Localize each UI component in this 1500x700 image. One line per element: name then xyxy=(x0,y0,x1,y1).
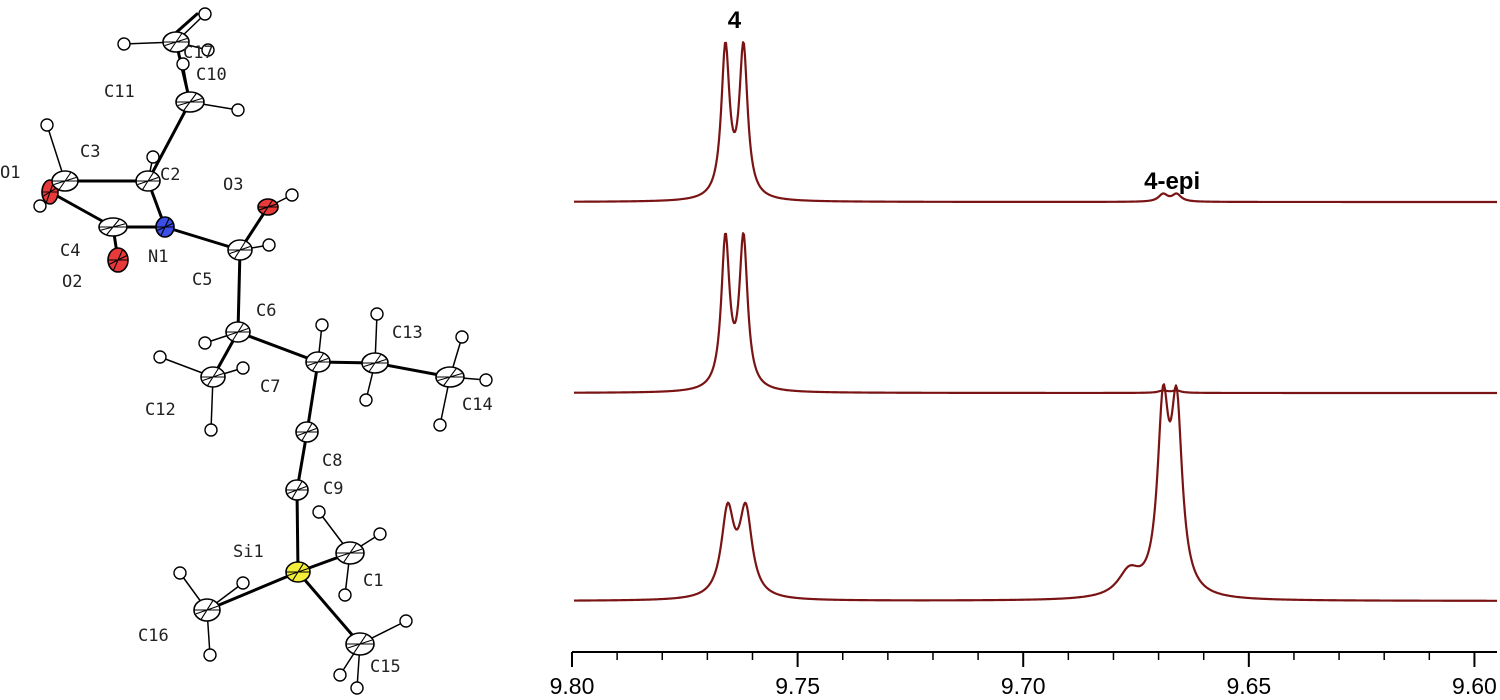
atom-label-c16: C16 xyxy=(138,626,169,646)
bond-c5-c6 xyxy=(236,248,242,334)
atom-c14 xyxy=(435,366,465,388)
atom-label-c7: C7 xyxy=(260,377,280,397)
atom-label-o2: O2 xyxy=(62,272,82,292)
hydrogen-atom xyxy=(201,43,215,57)
x-tick-label: 9.65 xyxy=(1226,673,1271,699)
hydrogen-atom xyxy=(312,505,326,519)
spectrum-trace-3 xyxy=(573,383,1498,602)
atom-c17 xyxy=(162,31,190,53)
hydrogen-atoms xyxy=(33,7,493,695)
bond-c6-c7 xyxy=(236,330,320,364)
atom-label-n1: N1 xyxy=(148,247,168,267)
atom-label-c13: C13 xyxy=(392,323,423,343)
hydrogen-atom xyxy=(204,423,218,437)
bond-si1-c15 xyxy=(296,570,362,646)
atom-label-c3: C3 xyxy=(80,142,100,162)
peak-labels: 4 4-epi xyxy=(728,7,1200,195)
hydrogen-atom xyxy=(176,57,190,71)
hydrogen-atom xyxy=(338,588,352,602)
atom-label-c12: C12 xyxy=(145,400,176,420)
atom-c6 xyxy=(225,321,251,343)
atom-c7 xyxy=(305,351,331,373)
hydrogen-atom xyxy=(359,393,373,407)
hydrogen-atom xyxy=(40,118,54,132)
chemical-shift-axis: 9.80 9.75 9.70 9.65 9.60 xyxy=(550,651,1497,699)
molecular-structure: C17 C11 C10 O1 C3 C2 O3 C4 N1 O2 C5 C6 C13 C7 C12 C14 C8… xyxy=(0,7,493,695)
hydrogen-atom xyxy=(236,576,250,590)
hydrogen-atom xyxy=(350,681,364,695)
atom-c10 xyxy=(175,91,205,113)
atom-c15 xyxy=(345,632,375,656)
atom-c1 xyxy=(335,541,365,565)
bond-si1-c16 xyxy=(205,570,300,612)
atom-label-o3: O3 xyxy=(223,175,243,195)
hydrogen-atom xyxy=(370,307,384,321)
x-tick-label: 9.75 xyxy=(775,673,820,699)
atom-label-c8: C8 xyxy=(322,451,342,471)
atom-labels: C17 C11 C10 O1 C3 C2 O3 C4 N1 O2 C5 C6 C13 C7 C12 C14 C8… xyxy=(0,43,493,677)
x-tick-label: 9.80 xyxy=(550,673,595,699)
x-tick-label: 9.60 xyxy=(1452,673,1497,699)
hydrogen-atom xyxy=(33,199,47,213)
atom-label-c6: C6 xyxy=(256,301,276,321)
peak-label-compound-4: 4 xyxy=(728,7,742,34)
hydrogen-atom xyxy=(146,150,160,164)
atom-label-o1: O1 xyxy=(0,163,20,183)
spectrum-traces xyxy=(573,41,1498,602)
atom-label-c4: C4 xyxy=(60,241,80,261)
hydrogen-atom xyxy=(262,238,276,252)
atom-o3 xyxy=(257,198,279,216)
atom-label-c17: C17 xyxy=(183,43,214,63)
hydrogen-atom xyxy=(455,330,469,344)
atom-c12 xyxy=(200,366,226,388)
hydrogen-atom xyxy=(333,668,347,682)
hydrogen-atom xyxy=(433,418,447,432)
hydrogen-atom xyxy=(198,336,212,350)
spectrum-trace-1 xyxy=(573,41,1498,204)
hydrogen-atom xyxy=(203,648,217,662)
x-tick-label: 9.70 xyxy=(1001,673,1046,699)
atom-c5 xyxy=(227,239,253,261)
atom-label-c15: C15 xyxy=(370,657,401,677)
heavy-atoms xyxy=(41,31,465,656)
hydrogen-atom xyxy=(236,361,250,375)
hydrogen-atom xyxy=(198,7,212,21)
atom-c4 xyxy=(98,217,128,237)
atom-label-c10: C10 xyxy=(196,65,227,85)
atom-si1 xyxy=(285,561,311,583)
atom-label-si1: Si1 xyxy=(233,542,264,562)
atom-label-c5: C5 xyxy=(192,270,212,290)
hydrogen-atom xyxy=(285,188,299,202)
atom-label-c11: C11 xyxy=(104,82,135,102)
bond-c10-c2 xyxy=(146,100,192,183)
bond-c9-si1 xyxy=(295,488,300,574)
atom-o2 xyxy=(107,247,129,273)
atom-label-c1: C1 xyxy=(363,571,383,591)
atom-label-c2: C2 xyxy=(160,165,180,185)
hydrogen-atom xyxy=(399,614,413,628)
atom-c9 xyxy=(285,479,309,501)
nmr-spectra: 4 4-epi 9.80 9.75 9.70 9.65 9.60 xyxy=(550,7,1498,699)
peak-label-compound-4-epi: 4-epi xyxy=(1144,168,1200,195)
atom-c13 xyxy=(361,352,389,374)
spectrum-trace-2 xyxy=(573,232,1498,395)
atom-c16 xyxy=(193,598,221,622)
bond-c7-c8 xyxy=(305,360,320,434)
hydrogen-atom xyxy=(315,318,329,332)
hydrogen-atom xyxy=(479,373,493,387)
hydrogen-atom xyxy=(373,527,387,541)
atom-c8 xyxy=(295,421,319,443)
atom-label-c14: C14 xyxy=(462,395,493,415)
hydrogen-atom xyxy=(231,103,245,117)
hydrogen-atom xyxy=(153,350,167,364)
atom-c2 xyxy=(135,170,161,192)
bond-n1-c5 xyxy=(163,225,242,252)
atom-label-c9: C9 xyxy=(323,479,343,499)
x-axis-ticks: 9.80 9.75 9.70 9.65 9.60 xyxy=(550,652,1497,699)
hydrogen-atom xyxy=(117,37,131,51)
atom-n1 xyxy=(155,216,175,238)
atom-c3 xyxy=(51,170,79,192)
hydrogen-atom xyxy=(173,566,187,580)
